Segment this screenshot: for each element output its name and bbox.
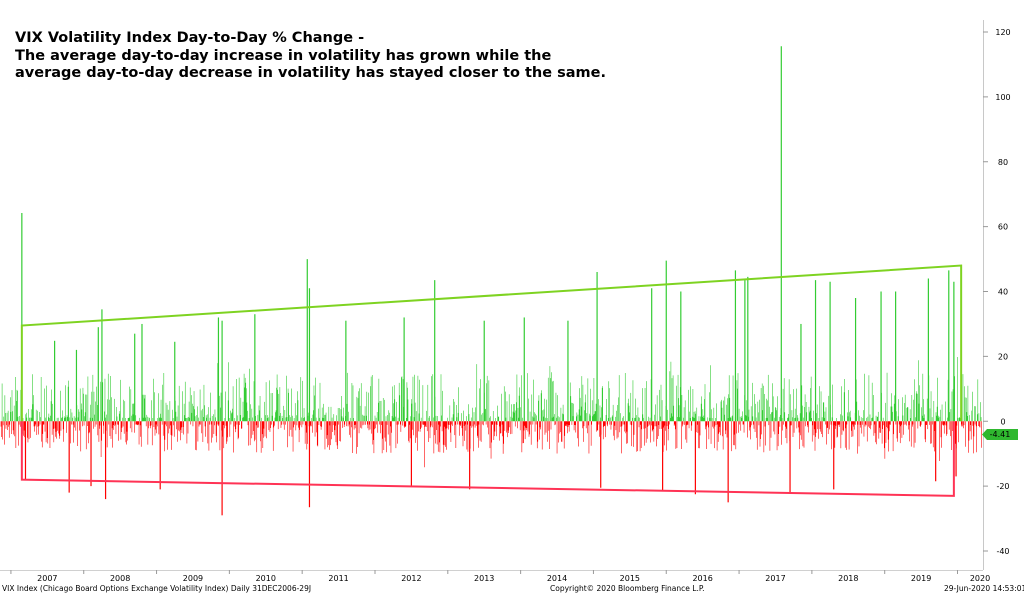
y-tick-label-6: 0 xyxy=(1000,417,1005,426)
upper-trendline xyxy=(20,264,963,422)
y-tick-label-2: 80 xyxy=(998,158,1008,167)
x-tick-label-6: 2013 xyxy=(474,574,494,583)
x-tick-label-11: 2018 xyxy=(838,574,858,583)
x-tick-label-13: 2020 xyxy=(970,574,990,583)
y-axis: 120 100 80 60 40 20 0 -20 -40 xyxy=(983,20,1011,570)
title-line-3: average day-to-day decrease in volatilit… xyxy=(15,65,606,81)
x-tick-label-8: 2015 xyxy=(620,574,640,583)
positive-change-bars xyxy=(1,357,982,422)
y-tick-label-5: 20 xyxy=(998,352,1008,361)
y-tick-label-4: 40 xyxy=(998,288,1008,297)
title-line-2: The average day-to-day increase in volat… xyxy=(15,47,552,64)
x-tick-label-5: 2012 xyxy=(401,574,421,583)
x-tick-label-4: 2011 xyxy=(328,574,348,583)
y-tick-label-1: 100 xyxy=(995,93,1010,102)
lower-trendline xyxy=(20,421,955,497)
y-tick-label-3: 60 xyxy=(998,223,1008,232)
x-tick-label-0: 2007 xyxy=(37,574,57,583)
y-tick-label-0: 120 xyxy=(995,28,1010,37)
footer-source: VIX Index (Chicago Board Options Exchang… xyxy=(2,584,312,593)
x-tick-label-7: 2014 xyxy=(547,574,567,583)
x-tick-label-1: 2008 xyxy=(110,574,130,583)
y-tick-label-8: -40 xyxy=(996,547,1009,556)
x-tick-label-3: 2010 xyxy=(256,574,276,583)
title-line-1: VIX Volatility Index Day-to-Day % Change… xyxy=(15,30,365,46)
footer-copyright: Copyright© 2020 Bloomberg Finance L.P. xyxy=(550,584,705,593)
chart-title: VIX Volatility Index Day-to-Day % Change… xyxy=(15,30,715,83)
spike-bars xyxy=(21,46,957,516)
x-tick-label-9: 2016 xyxy=(692,574,712,583)
trendlines xyxy=(20,264,963,497)
last-value-label: -4.41 xyxy=(982,429,1018,440)
negative-change-bars xyxy=(0,421,982,468)
x-tick-label-12: 2019 xyxy=(911,574,931,583)
daily-change-bars xyxy=(0,357,982,468)
footer-timestamp: 29-Jun-2020 14:53:01 xyxy=(944,584,1024,593)
y-tick-label-7: -20 xyxy=(996,482,1009,491)
x-tick-label-10: 2017 xyxy=(765,574,785,583)
x-axis: 2007 2008 2009 2010 2011 2012 2013 2014 2015 2016… xyxy=(0,570,990,583)
x-tick-label-2: 2009 xyxy=(183,574,203,583)
